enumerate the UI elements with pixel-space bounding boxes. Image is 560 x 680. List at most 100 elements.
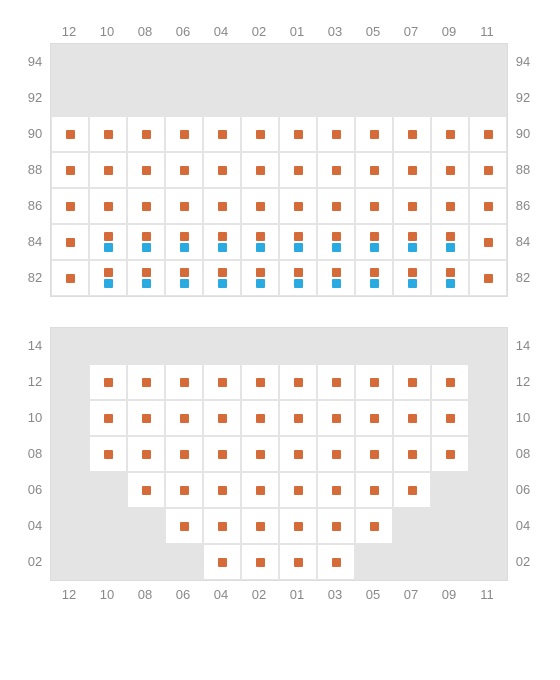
seat-cell[interactable] bbox=[51, 224, 89, 260]
seat-cell[interactable] bbox=[317, 472, 355, 508]
seat-cell[interactable] bbox=[317, 188, 355, 224]
seat-cell[interactable] bbox=[127, 508, 165, 544]
seat-cell[interactable] bbox=[241, 224, 279, 260]
seat-cell[interactable] bbox=[241, 260, 279, 296]
seat-cell[interactable] bbox=[355, 328, 393, 364]
seat-cell[interactable] bbox=[317, 152, 355, 188]
seat-cell[interactable] bbox=[165, 80, 203, 116]
seat-cell[interactable] bbox=[89, 328, 127, 364]
seat-cell[interactable] bbox=[241, 544, 279, 580]
seat-cell[interactable] bbox=[241, 436, 279, 472]
seat-cell[interactable] bbox=[203, 544, 241, 580]
seat-cell[interactable] bbox=[393, 188, 431, 224]
seat-cell[interactable] bbox=[241, 188, 279, 224]
seat-cell[interactable] bbox=[355, 508, 393, 544]
seat-cell[interactable] bbox=[127, 152, 165, 188]
seat-cell[interactable] bbox=[393, 436, 431, 472]
seat-cell[interactable] bbox=[203, 188, 241, 224]
seat-cell[interactable] bbox=[51, 544, 89, 580]
seat-cell[interactable] bbox=[51, 152, 89, 188]
seat-cell[interactable] bbox=[431, 364, 469, 400]
seat-cell[interactable] bbox=[165, 364, 203, 400]
seat-cell[interactable] bbox=[127, 44, 165, 80]
seat-cell[interactable] bbox=[431, 544, 469, 580]
seat-cell[interactable] bbox=[393, 44, 431, 80]
seat-cell[interactable] bbox=[279, 152, 317, 188]
seat-cell[interactable] bbox=[317, 364, 355, 400]
seat-cell[interactable] bbox=[355, 436, 393, 472]
seat-cell[interactable] bbox=[203, 400, 241, 436]
seat-cell[interactable] bbox=[127, 472, 165, 508]
seat-cell[interactable] bbox=[279, 544, 317, 580]
seat-cell[interactable] bbox=[279, 508, 317, 544]
seat-cell[interactable] bbox=[51, 400, 89, 436]
seat-cell[interactable] bbox=[51, 260, 89, 296]
seat-cell[interactable] bbox=[51, 44, 89, 80]
seat-cell[interactable] bbox=[127, 400, 165, 436]
seat-cell[interactable] bbox=[355, 80, 393, 116]
seat-cell[interactable] bbox=[469, 508, 507, 544]
seat-cell[interactable] bbox=[165, 152, 203, 188]
seat-cell[interactable] bbox=[279, 400, 317, 436]
seat-cell[interactable] bbox=[51, 364, 89, 400]
seat-cell[interactable] bbox=[317, 436, 355, 472]
seat-cell[interactable] bbox=[431, 328, 469, 364]
seat-cell[interactable] bbox=[89, 224, 127, 260]
seat-cell[interactable] bbox=[393, 224, 431, 260]
seat-cell[interactable] bbox=[469, 80, 507, 116]
seat-cell[interactable] bbox=[165, 400, 203, 436]
seat-cell[interactable] bbox=[89, 400, 127, 436]
seat-cell[interactable] bbox=[431, 472, 469, 508]
seat-cell[interactable] bbox=[431, 436, 469, 472]
seat-cell[interactable] bbox=[165, 508, 203, 544]
seat-cell[interactable] bbox=[279, 364, 317, 400]
seat-cell[interactable] bbox=[51, 188, 89, 224]
seat-cell[interactable] bbox=[469, 472, 507, 508]
seat-cell[interactable] bbox=[165, 224, 203, 260]
seat-cell[interactable] bbox=[393, 328, 431, 364]
seat-cell[interactable] bbox=[127, 188, 165, 224]
seat-cell[interactable] bbox=[393, 472, 431, 508]
seat-cell[interactable] bbox=[469, 116, 507, 152]
seat-cell[interactable] bbox=[469, 364, 507, 400]
seat-cell[interactable] bbox=[203, 80, 241, 116]
seat-cell[interactable] bbox=[279, 80, 317, 116]
seat-cell[interactable] bbox=[431, 400, 469, 436]
seat-cell[interactable] bbox=[317, 328, 355, 364]
seat-cell[interactable] bbox=[355, 260, 393, 296]
seat-cell[interactable] bbox=[431, 260, 469, 296]
seat-cell[interactable] bbox=[431, 152, 469, 188]
seat-cell[interactable] bbox=[279, 116, 317, 152]
seat-cell[interactable] bbox=[127, 544, 165, 580]
seat-cell[interactable] bbox=[393, 364, 431, 400]
seat-cell[interactable] bbox=[241, 116, 279, 152]
seat-cell[interactable] bbox=[431, 44, 469, 80]
seat-cell[interactable] bbox=[241, 80, 279, 116]
seat-cell[interactable] bbox=[165, 188, 203, 224]
seat-cell[interactable] bbox=[127, 436, 165, 472]
seat-cell[interactable] bbox=[89, 436, 127, 472]
seat-cell[interactable] bbox=[469, 188, 507, 224]
seat-cell[interactable] bbox=[203, 44, 241, 80]
seat-cell[interactable] bbox=[317, 260, 355, 296]
seat-cell[interactable] bbox=[355, 544, 393, 580]
seat-cell[interactable] bbox=[51, 508, 89, 544]
seat-cell[interactable] bbox=[203, 436, 241, 472]
seat-cell[interactable] bbox=[355, 224, 393, 260]
seat-cell[interactable] bbox=[355, 400, 393, 436]
seat-cell[interactable] bbox=[89, 44, 127, 80]
seat-cell[interactable] bbox=[89, 544, 127, 580]
seat-cell[interactable] bbox=[317, 116, 355, 152]
seat-cell[interactable] bbox=[127, 80, 165, 116]
seat-cell[interactable] bbox=[279, 260, 317, 296]
seat-cell[interactable] bbox=[279, 224, 317, 260]
seat-cell[interactable] bbox=[165, 116, 203, 152]
seat-cell[interactable] bbox=[431, 224, 469, 260]
seat-cell[interactable] bbox=[89, 472, 127, 508]
seat-cell[interactable] bbox=[469, 436, 507, 472]
seat-cell[interactable] bbox=[355, 472, 393, 508]
seat-cell[interactable] bbox=[89, 80, 127, 116]
seat-cell[interactable] bbox=[355, 116, 393, 152]
seat-cell[interactable] bbox=[393, 260, 431, 296]
seat-cell[interactable] bbox=[127, 224, 165, 260]
